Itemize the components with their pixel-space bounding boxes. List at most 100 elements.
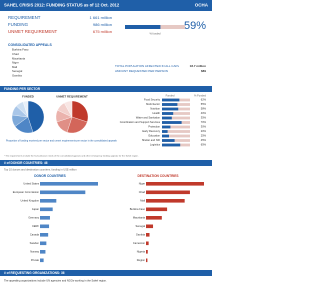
bar-label: Mali xyxy=(140,198,145,202)
sector-bar xyxy=(162,143,181,147)
sector-bar xyxy=(162,139,175,142)
section-bar xyxy=(0,86,212,92)
subtitle: Top 10 donors and destination countries,… xyxy=(4,168,77,172)
sector-label: 20% xyxy=(201,129,207,133)
sector-bar xyxy=(162,98,180,102)
bar xyxy=(146,233,150,237)
sector-name: Coordination and Support Services xyxy=(120,120,161,124)
sector-label: 40% xyxy=(201,111,207,115)
bar-label: CERF xyxy=(32,224,39,228)
column-head: % Funded xyxy=(194,94,206,98)
bar xyxy=(146,207,168,212)
bar xyxy=(40,199,57,203)
bar xyxy=(146,224,154,229)
pie-title: FUNDED xyxy=(22,95,34,99)
summary-label: FUNDING xyxy=(8,22,29,27)
pie-slice xyxy=(22,100,29,118)
bar-label: Canada xyxy=(30,232,40,236)
label: AMOUNT REQUESTED PER PERSON xyxy=(115,69,168,73)
bar xyxy=(40,190,86,195)
bar-label: Japan xyxy=(32,207,40,211)
sector-track xyxy=(162,139,190,142)
sector-bar xyxy=(162,130,168,133)
title: SAHEL CRISIS 2012: FUNDING STATUS as of … xyxy=(4,3,120,8)
header-bar xyxy=(0,0,212,11)
chart-title: DESTINATION COUNTRIES xyxy=(137,174,178,178)
sector-bar xyxy=(162,125,171,129)
summary-label: REQUIREMENT xyxy=(8,15,41,20)
sector-name: Logistics xyxy=(150,143,161,147)
appeal-item: Mauritania xyxy=(12,56,26,60)
bar-label: Mauritania xyxy=(133,215,146,219)
sector-bar xyxy=(162,107,179,111)
page: SAHEL CRISIS 2012: FUNDING STATUS as of … xyxy=(0,0,212,283)
bar xyxy=(40,233,49,237)
sector-name: Education xyxy=(148,134,160,138)
bar-label: Chad xyxy=(139,190,146,194)
sector-track xyxy=(162,125,190,129)
bar-label: Region xyxy=(137,258,146,262)
sector-label: 35% xyxy=(201,116,207,120)
sector-name: Health xyxy=(153,111,161,115)
appeal-item: Burkina Faso xyxy=(12,48,29,52)
sector-label: 25% xyxy=(201,134,207,138)
appeal-item: Mali xyxy=(12,65,18,69)
sector-name: Nutrition xyxy=(150,107,160,111)
sector-label: 45% xyxy=(201,138,207,142)
bar xyxy=(146,190,190,195)
appeal-item: Senegal xyxy=(12,69,23,73)
label: TOTAL POPULATION AFFECTED IN ALL CAPs xyxy=(115,64,179,68)
sector-name: Early Recovery xyxy=(142,129,160,133)
sector-label: 55% xyxy=(201,102,207,106)
bar-label: Sweden xyxy=(30,241,40,245)
value: 18.7 million xyxy=(190,64,207,68)
note: * The requirements include the humanitar… xyxy=(4,155,139,158)
bar-label: Germany xyxy=(28,215,39,219)
sector-bar xyxy=(162,121,182,124)
bar xyxy=(40,258,44,263)
logo: OCHA xyxy=(195,3,209,8)
bar xyxy=(146,258,148,263)
section-bar xyxy=(0,160,212,166)
sector-name: Food Security xyxy=(144,98,161,102)
sector-track xyxy=(162,134,190,138)
appeal-item: Chad xyxy=(12,52,19,56)
bar-label: Norway xyxy=(30,249,39,253)
column-head: Funded xyxy=(166,94,175,98)
progress-bar xyxy=(125,25,161,29)
pie-title: UNMET REQUIREMENT xyxy=(56,95,88,99)
sector-label: 65% xyxy=(201,143,207,147)
summary-value: 675 million xyxy=(93,29,112,34)
summary-label: UNMET REQUIREMENT xyxy=(8,29,58,34)
pie-slice xyxy=(71,100,89,123)
caption: % funded xyxy=(150,32,162,36)
sector-name: Water and Sanitation xyxy=(136,116,161,120)
pie-slice xyxy=(64,100,73,118)
sector-name: Multi-Sector xyxy=(146,102,160,106)
bar xyxy=(40,182,98,186)
pie-slice xyxy=(27,100,45,133)
summary-value: 1 661 million xyxy=(90,15,112,20)
bar-label: Cameroon xyxy=(133,241,146,245)
sector-label: 58% xyxy=(201,107,207,111)
appeal-item: Niger xyxy=(12,61,19,65)
sector-bar xyxy=(162,134,169,138)
bar xyxy=(40,241,47,246)
appeal-item: Gambia xyxy=(12,74,22,78)
org-text: The appealing organizations include UN a… xyxy=(4,279,107,283)
bar-label: Private xyxy=(31,258,40,262)
bar-label: Gambia xyxy=(136,232,146,236)
sector-track xyxy=(162,130,190,133)
section-title: # of REQUESTING ORGANIZATIONS: 36 xyxy=(4,271,65,275)
bar xyxy=(40,224,50,229)
bar-label: European Commission xyxy=(13,190,40,194)
section-title: # of DONOR COUNTRIES: 46 xyxy=(4,161,48,165)
bar xyxy=(146,216,162,220)
sector-bar xyxy=(162,112,174,115)
bar xyxy=(40,250,46,254)
sector-bar xyxy=(162,103,178,106)
sector-name: Shelter and NFI xyxy=(142,138,160,142)
bar xyxy=(40,216,50,220)
chart-title: DONOR COUNTRIES xyxy=(34,174,66,178)
sector-label: 30% xyxy=(201,125,207,129)
